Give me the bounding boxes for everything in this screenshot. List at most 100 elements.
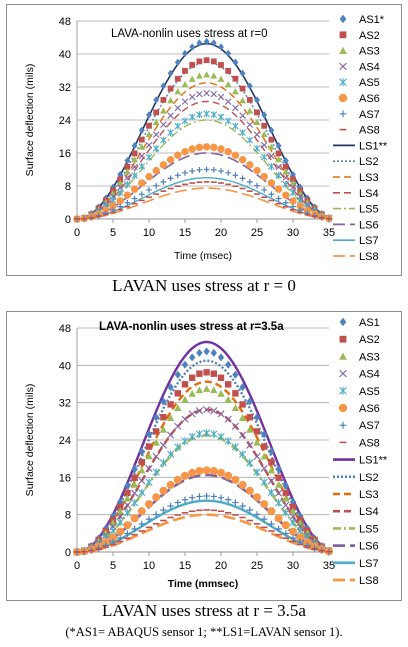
data-point [275,163,282,171]
data-point [124,199,131,206]
data-point [267,466,276,474]
legend-symbol [339,421,347,429]
data-point [174,499,181,506]
caption-r0: LAVAN uses stress at r = 0 [112,276,296,295]
data-point [311,545,318,552]
data-point [160,178,167,185]
data-point [282,481,289,490]
data-point [102,198,110,206]
data-point [202,384,211,392]
data-point [253,511,261,518]
data-point [166,156,175,164]
data-point [196,72,203,79]
legend-label: AS2 [359,334,380,346]
data-point [145,500,153,509]
legend-symbol [339,62,347,71]
data-point [152,166,160,175]
data-point [167,383,174,392]
data-point [174,443,182,451]
data-point [145,430,153,439]
data-point [217,494,225,501]
legend-symbol [339,31,347,39]
data-point [117,503,124,511]
legend-label: AS7 [359,420,380,432]
data-point [268,447,275,456]
x-axis-label: Time (msec) [174,250,232,262]
data-point [210,143,218,152]
data-point [167,450,175,458]
legend-label: AS5 [359,77,380,89]
data-point [188,389,196,397]
data-point [246,161,254,169]
series-ls5 [76,434,330,554]
data-point [296,202,304,210]
data-point [239,401,246,408]
data-point [245,486,254,495]
data-point [159,425,168,433]
data-point [282,489,289,497]
data-point [253,438,261,446]
data-point [146,187,152,193]
data-point [130,480,139,488]
data-point [209,466,218,475]
legend-label: LS1** [359,140,388,152]
data-point [188,145,196,153]
data-point [145,130,153,138]
data-point [296,533,305,542]
data-point [160,136,167,144]
data-point [261,443,268,450]
data-point [117,203,124,210]
data-point [203,89,210,97]
data-point [123,191,132,199]
y-tick-label: 16 [59,148,71,160]
legend-symbol [339,369,347,378]
data-point [188,432,196,441]
data-point [152,493,161,502]
data-point [254,182,260,189]
data-point [182,169,188,176]
data-point [131,163,138,171]
data-point [145,464,153,473]
data-point [239,97,246,104]
data-point [239,69,246,78]
caption-r3-5a: LAVAN uses stress at r = 3.5a [102,601,306,620]
data-point [253,166,261,175]
data-point [152,131,160,138]
data-point [274,185,283,193]
data-point [239,175,246,182]
data-point [260,153,268,161]
legend-label: AS8 [359,437,380,449]
legend-label: LS6 [359,541,379,553]
data-point [131,465,138,474]
x-tick-label: 10 [143,227,155,239]
data-point [268,136,275,143]
data-point [253,413,261,422]
data-point [289,503,297,511]
legend-symbol [339,335,347,343]
data-point [239,85,246,92]
y-tick-label: 40 [59,49,71,61]
data-point [189,374,196,381]
data-point [224,147,232,156]
data-point [95,212,102,219]
data-point [124,156,131,165]
data-point [189,494,196,501]
data-point [282,163,289,170]
data-point [182,67,188,74]
data-point [138,466,146,474]
data-point [195,430,203,438]
legend-symbol [338,403,348,413]
data-point [166,480,175,489]
data-point [261,111,268,119]
legend-label: LS4 [359,506,379,518]
data-point [138,477,146,485]
legend-symbol [339,386,347,395]
series-line-ls8 [77,513,330,554]
data-point [131,155,138,163]
data-point [281,521,290,530]
legend-label: AS4 [359,369,380,381]
data-point [153,413,160,422]
data-point [224,415,232,423]
data-point [123,521,132,530]
data-point [166,414,175,422]
